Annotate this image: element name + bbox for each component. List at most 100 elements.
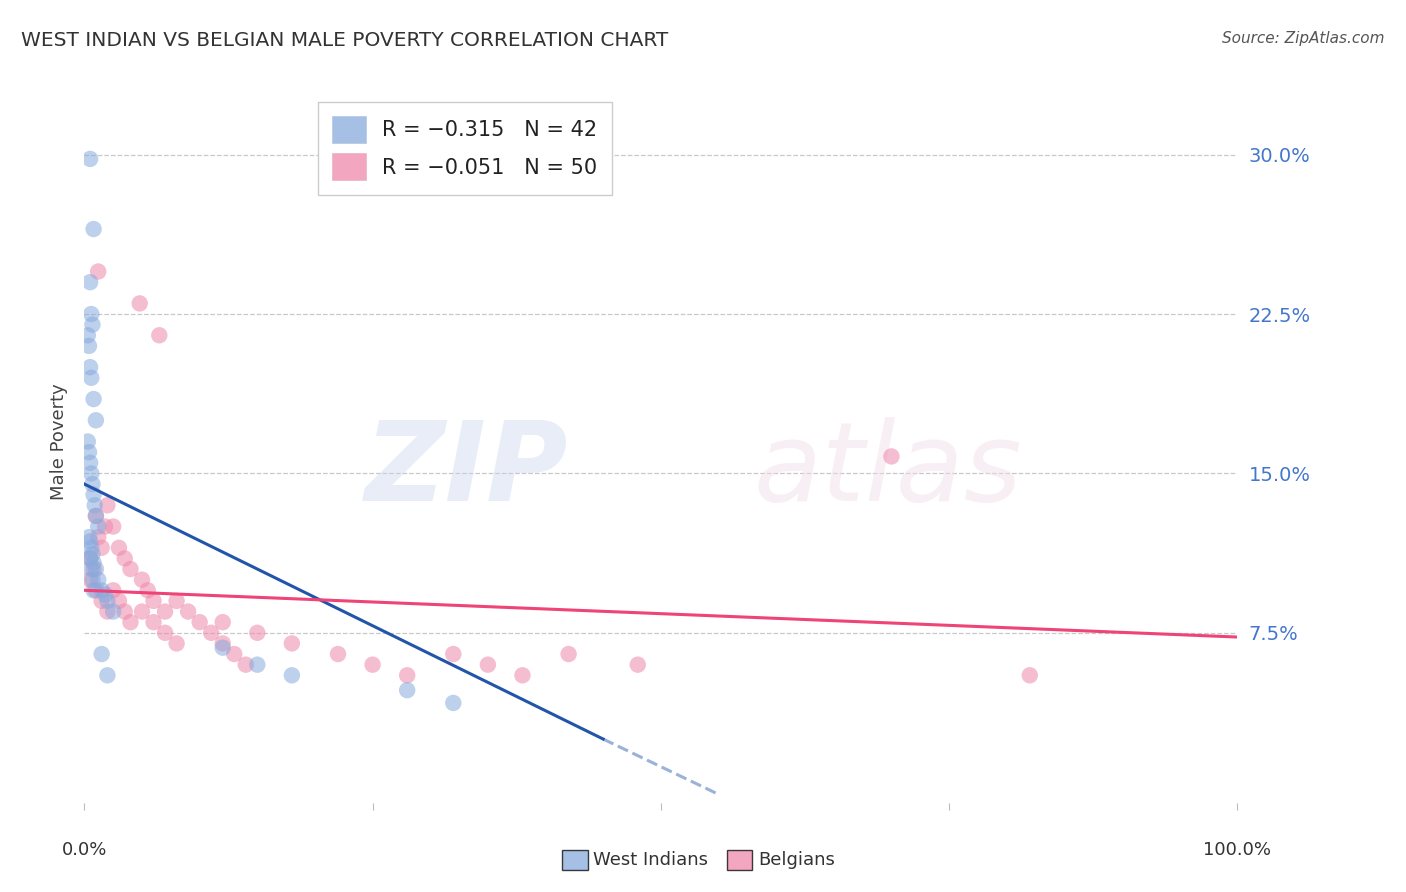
Point	[83, 583, 105, 598]
Point	[326, 647, 349, 661]
Point	[83, 556, 105, 570]
Point	[82, 318, 104, 332]
Text: atlas: atlas	[754, 417, 1022, 524]
Point	[80, 467, 103, 481]
Point	[79, 360, 101, 375]
Point	[94, 519, 117, 533]
Point	[84, 583, 107, 598]
Point	[120, 562, 142, 576]
Point	[82, 477, 104, 491]
Point	[128, 296, 150, 310]
Point	[396, 668, 419, 682]
Point	[80, 541, 103, 555]
Point	[1018, 668, 1040, 682]
Point	[77, 445, 100, 459]
Point	[361, 657, 384, 672]
Text: 0.0%: 0.0%	[62, 841, 107, 859]
Point	[557, 647, 579, 661]
Point	[396, 683, 419, 698]
Text: Source: ZipAtlas.com: Source: ZipAtlas.com	[1222, 31, 1385, 46]
Point	[246, 657, 269, 672]
Point	[79, 551, 101, 566]
Point	[200, 625, 222, 640]
Point	[87, 264, 110, 278]
Point	[90, 594, 112, 608]
Point	[103, 519, 124, 533]
Point	[131, 605, 153, 619]
Point	[108, 541, 131, 555]
Point	[83, 222, 105, 236]
Point	[153, 625, 176, 640]
Point	[281, 636, 304, 650]
Point	[120, 615, 142, 630]
Point	[79, 573, 101, 587]
Point	[83, 562, 105, 576]
Point	[79, 456, 101, 470]
Point	[153, 605, 176, 619]
Point	[83, 498, 105, 512]
Point	[441, 647, 464, 661]
Point	[77, 339, 100, 353]
Point	[90, 541, 112, 555]
Legend: R = −0.315   N = 42, R = −0.051   N = 50: R = −0.315 N = 42, R = −0.051 N = 50	[318, 102, 612, 194]
Point	[87, 530, 110, 544]
Point	[188, 615, 211, 630]
Point	[84, 413, 107, 427]
Point	[82, 547, 104, 561]
Point	[211, 640, 233, 655]
Point	[96, 668, 118, 682]
Point	[148, 328, 170, 343]
Point	[79, 551, 101, 566]
Point	[83, 488, 105, 502]
Point	[177, 605, 200, 619]
Text: 100.0%: 100.0%	[1204, 841, 1271, 859]
Point	[77, 530, 100, 544]
Point	[79, 152, 101, 166]
Point	[96, 605, 118, 619]
Point	[96, 594, 118, 608]
Point	[131, 573, 153, 587]
Point	[84, 508, 107, 523]
Point	[281, 668, 304, 682]
Point	[84, 508, 107, 523]
Point	[103, 583, 124, 598]
Point	[108, 594, 131, 608]
Point	[82, 573, 104, 587]
Point	[136, 583, 159, 598]
Text: West Indians: West Indians	[593, 851, 709, 869]
Point	[166, 594, 188, 608]
Point	[80, 562, 103, 576]
Point	[76, 434, 98, 449]
Point	[114, 551, 136, 566]
Point	[627, 657, 650, 672]
Point	[94, 588, 117, 602]
Point	[96, 498, 118, 512]
Text: Belgians: Belgians	[758, 851, 835, 869]
Point	[224, 647, 246, 661]
Point	[880, 450, 903, 464]
Point	[441, 696, 464, 710]
Point	[90, 647, 112, 661]
Point	[79, 275, 101, 289]
Text: ZIP: ZIP	[366, 417, 568, 524]
Y-axis label: Male Poverty: Male Poverty	[51, 384, 69, 500]
Point	[211, 615, 233, 630]
Point	[211, 636, 233, 650]
Point	[87, 573, 110, 587]
Point	[103, 605, 124, 619]
Point	[166, 636, 188, 650]
Point	[512, 668, 534, 682]
Point	[114, 605, 136, 619]
Point	[235, 657, 257, 672]
Point	[79, 534, 101, 549]
Point	[142, 594, 165, 608]
Point	[142, 615, 165, 630]
Point	[477, 657, 499, 672]
Point	[246, 625, 269, 640]
Point	[87, 519, 110, 533]
Point	[80, 371, 103, 385]
Point	[80, 307, 103, 321]
Point	[83, 392, 105, 406]
Point	[76, 328, 98, 343]
Point	[90, 583, 112, 598]
